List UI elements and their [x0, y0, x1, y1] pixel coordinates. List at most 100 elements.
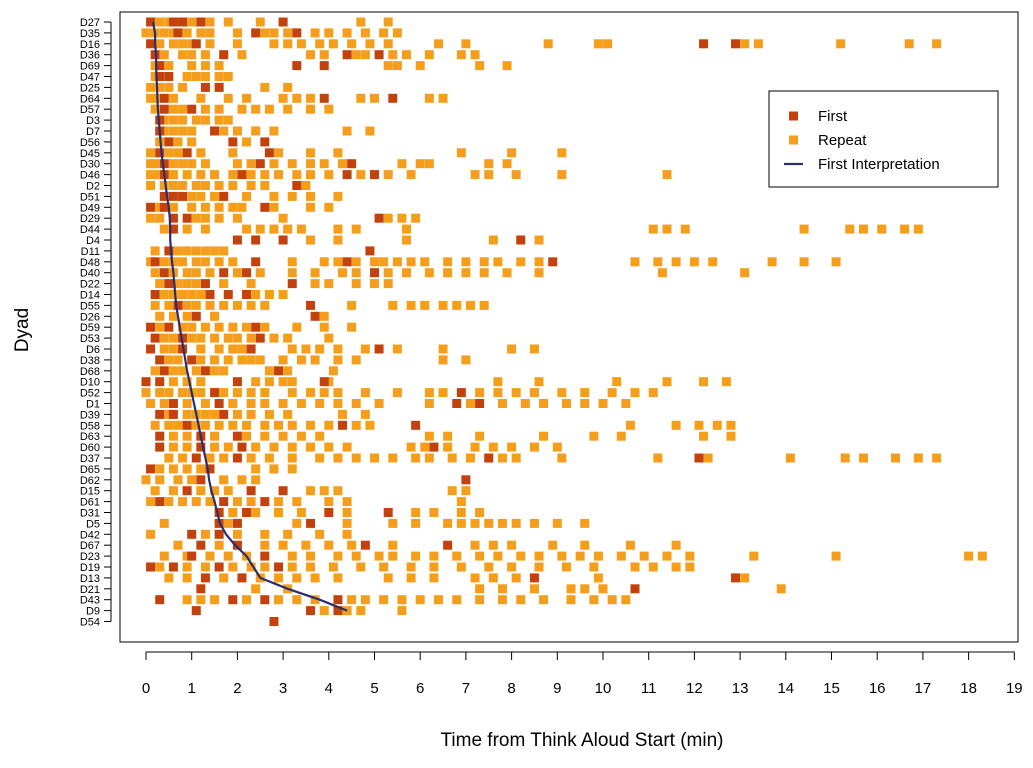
repeat-mark — [443, 518, 453, 528]
repeat-mark — [461, 268, 471, 278]
first-mark — [178, 17, 188, 27]
repeat-mark — [210, 333, 220, 343]
repeat-mark — [333, 257, 343, 267]
repeat-mark — [182, 224, 192, 234]
repeat-mark — [155, 311, 165, 321]
first-mark — [168, 409, 178, 419]
repeat-mark — [561, 399, 571, 408]
repeat-mark — [319, 486, 329, 496]
y-tick-label: D10 — [80, 377, 100, 389]
repeat-mark — [155, 213, 165, 223]
y-tick-label: D45 — [80, 148, 100, 160]
repeat-mark — [296, 39, 306, 49]
first-mark — [187, 551, 197, 561]
first-mark — [456, 388, 466, 398]
repeat-mark — [589, 431, 599, 441]
first-mark — [155, 442, 165, 452]
repeat-mark — [461, 355, 471, 365]
repeat-mark — [566, 584, 576, 594]
repeat-mark — [539, 595, 549, 605]
first-mark — [342, 257, 352, 267]
repeat-mark — [242, 137, 252, 147]
x-tick-label: 11 — [641, 680, 657, 697]
repeat-mark — [740, 268, 750, 278]
repeat-mark — [219, 573, 229, 583]
repeat-mark — [214, 115, 224, 125]
repeat-mark — [168, 311, 178, 321]
repeat-mark — [475, 508, 485, 517]
repeat-mark — [191, 497, 201, 507]
repeat-mark — [246, 388, 256, 398]
repeat-mark — [740, 573, 750, 583]
first-mark — [146, 202, 156, 212]
repeat-mark — [196, 148, 206, 158]
first-mark — [214, 562, 224, 572]
repeat-mark — [516, 257, 526, 267]
repeat-mark — [219, 366, 229, 376]
repeat-mark — [383, 17, 393, 27]
repeat-mark — [191, 181, 201, 190]
repeat-mark — [214, 181, 224, 190]
repeat-mark — [301, 344, 311, 354]
first-mark — [232, 235, 242, 245]
repeat-mark — [182, 170, 192, 180]
repeat-mark — [511, 388, 521, 398]
repeat-mark — [292, 93, 302, 103]
first-mark — [260, 202, 270, 212]
repeat-mark — [159, 126, 169, 136]
repeat-mark — [182, 464, 192, 474]
repeat-mark — [150, 93, 160, 103]
repeat-mark — [191, 115, 201, 125]
repeat-mark — [831, 257, 841, 267]
y-tick-label: D60 — [80, 442, 100, 454]
first-mark — [242, 290, 252, 299]
repeat-mark — [164, 409, 174, 419]
repeat-mark — [306, 202, 316, 212]
repeat-mark — [200, 246, 210, 256]
repeat-mark — [223, 442, 233, 452]
repeat-mark — [502, 268, 512, 278]
repeat-mark — [278, 399, 288, 408]
repeat-mark — [292, 322, 302, 332]
x-tick-label: 12 — [686, 680, 703, 697]
repeat-mark — [182, 246, 192, 256]
first-mark — [255, 333, 265, 343]
repeat-mark — [406, 573, 416, 583]
first-mark — [191, 453, 201, 463]
repeat-mark — [228, 508, 238, 517]
first-mark — [223, 290, 233, 299]
repeat-mark — [287, 377, 297, 387]
repeat-mark — [159, 399, 169, 408]
repeat-mark — [310, 595, 320, 605]
repeat-mark — [232, 333, 242, 343]
first-mark — [150, 290, 160, 299]
repeat-mark — [566, 595, 576, 605]
repeat-mark — [630, 257, 640, 267]
repeat-mark — [264, 409, 274, 419]
repeat-mark — [191, 257, 201, 267]
first-mark — [159, 93, 169, 103]
repeat-mark — [379, 28, 389, 38]
repeat-mark — [205, 497, 215, 507]
repeat-mark — [260, 28, 270, 38]
repeat-mark — [342, 442, 352, 452]
first-mark — [484, 453, 494, 463]
repeat-mark — [306, 420, 316, 430]
repeat-mark — [507, 540, 517, 550]
first-mark — [155, 595, 165, 605]
first-mark — [191, 606, 201, 616]
repeat-mark — [168, 464, 178, 474]
first-mark — [370, 268, 379, 278]
repeat-mark — [205, 28, 215, 38]
repeat-mark — [411, 508, 421, 517]
first-mark — [529, 573, 539, 583]
repeat-mark — [360, 28, 370, 38]
repeat-mark — [196, 191, 206, 201]
repeat-mark — [365, 420, 375, 430]
repeat-mark — [315, 344, 325, 354]
repeat-mark — [593, 39, 603, 49]
first-mark — [232, 540, 242, 550]
repeat-mark — [580, 540, 590, 550]
repeat-mark — [210, 355, 220, 365]
repeat-mark — [232, 268, 242, 278]
